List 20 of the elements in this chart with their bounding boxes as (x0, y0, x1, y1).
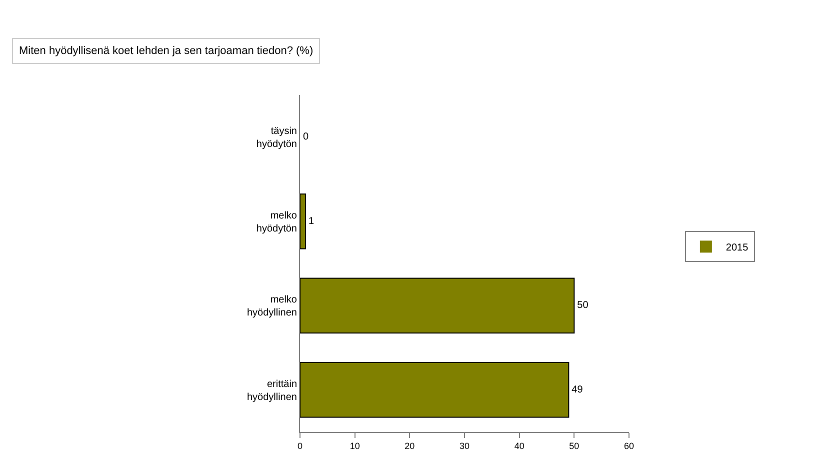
data-label: 1 (308, 216, 314, 227)
y-tick-label: melko hyödytön (256, 210, 298, 234)
x-tick-label: 40 (514, 440, 524, 451)
bar (300, 362, 570, 418)
data-label: 49 (572, 384, 584, 396)
data-label: 0 (303, 132, 309, 143)
y-tick-label: melko hyödyllinen (246, 294, 298, 319)
x-tick-label: 30 (459, 440, 470, 451)
text: Miten hyödyllisenä koet lehden ja sen tarjoaman tiedon? (%) (19, 45, 314, 57)
x-tick-label: 10 (350, 440, 360, 451)
data-label: 50 (577, 300, 589, 312)
y-tick-label: erittäin hyödyllinen (246, 378, 297, 403)
x-tick-label: 0 (297, 440, 303, 451)
bar (300, 278, 575, 334)
y-tick-label: täysin hyödytön (256, 126, 297, 150)
x-tick-label: 50 (569, 440, 580, 451)
legend-label: 2015 (726, 242, 749, 254)
x-tick-label: 20 (404, 440, 415, 451)
bar (300, 193, 306, 250)
x-tick-label: 60 (624, 440, 634, 451)
